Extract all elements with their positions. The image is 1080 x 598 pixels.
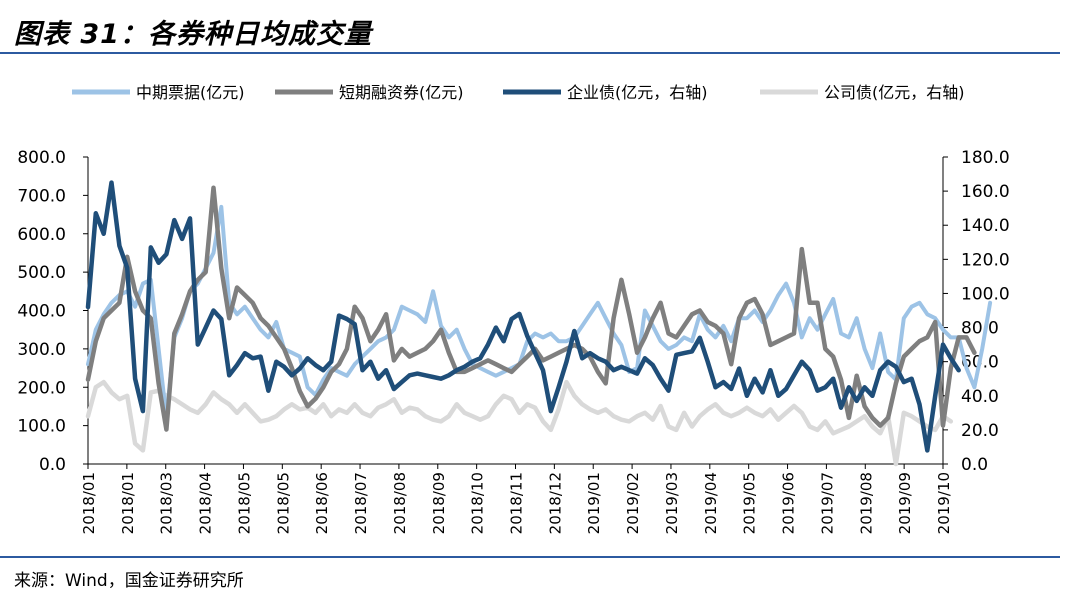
series-lines [85, 180, 993, 467]
left-tick-label: 600.0 [17, 225, 66, 245]
x-tick-label: 2018/10 [469, 472, 487, 534]
x-tick-label: 2019/09 [896, 472, 914, 534]
right-tick-label: 140.0 [961, 216, 1010, 236]
x-tick-label: 2018/04 [197, 472, 215, 534]
source-divider [0, 556, 1060, 558]
x-tick-label: 2018/07 [352, 472, 370, 534]
left-tick-label: 300.0 [17, 340, 66, 360]
right-tick-label: 40.0 [961, 387, 999, 407]
x-tick-label: 2018/05 [235, 472, 253, 534]
x-tick-label: 2018/06 [313, 472, 331, 534]
left-tick-label: 200.0 [17, 378, 66, 398]
left-tick-label: 500.0 [17, 263, 66, 283]
right-tick-label: 120.0 [961, 250, 1010, 270]
legend: 中期票据(亿元) 短期融资券(亿元) 企业债(亿元，右轴) 公司债(亿元，右轴) [72, 83, 965, 102]
page-title: 图表 31：各券种日均成交量 [14, 19, 372, 50]
x-tick-label: 2018/05 [274, 472, 292, 534]
legend-label-1: 短期融资券(亿元) [339, 83, 464, 102]
right-tick-label: 0.0 [961, 455, 988, 475]
right-tick-label: 80.0 [961, 319, 999, 339]
left-tick-label: 400.0 [17, 302, 66, 322]
legend-label-2: 企业债(亿元，右轴) [567, 83, 708, 102]
series-line-0 [86, 204, 993, 420]
x-tick-label: 2019/01 [585, 472, 603, 534]
x-tick-label: 2018/03 [158, 472, 176, 534]
axes: 0.0 100.0 200.0 300.0 400.0 500.0 600.0 700.0 80… [17, 148, 1009, 534]
right-tick-label: 100.0 [961, 284, 1010, 304]
right-tick-label: 160.0 [961, 182, 1010, 202]
left-tick-label: 100.0 [17, 417, 66, 437]
x-tick-label: 2019/06 [780, 472, 798, 534]
x-tick-label: 2019/02 [624, 472, 642, 534]
line-chart: 中期票据(亿元) 短期融资券(亿元) 企业债(亿元，右轴) 公司债(亿元，右轴) 0.… [17, 83, 1009, 534]
legend-label-0: 中期票据(亿元) [136, 83, 245, 102]
x-tick-label: 2018/01 [80, 472, 98, 534]
left-tick-label: 800.0 [17, 148, 66, 168]
series-line-3 [85, 379, 954, 467]
x-tick-label: 2019/05 [741, 472, 759, 534]
right-tick-label: 20.0 [961, 421, 999, 441]
x-tick-label: 2019/04 [702, 472, 720, 534]
x-tick-label: 2019/07 [818, 472, 836, 534]
legend-label-3: 公司债(亿元，右轴) [824, 83, 965, 102]
x-tick-label: 2018/12 [546, 472, 564, 534]
left-tick-label: 700.0 [17, 186, 66, 206]
right-tick-label: 180.0 [961, 148, 1010, 168]
title-divider [0, 52, 1060, 54]
x-tick-label: 2018/11 [508, 472, 526, 534]
x-tick-label: 2019/10 [935, 472, 953, 534]
x-tick-label: 2018/08 [391, 472, 409, 534]
series-line-1 [85, 185, 977, 432]
left-tick-label: 0.0 [39, 455, 66, 475]
series-line-2 [85, 180, 961, 453]
x-tick-label: 2019/08 [857, 472, 875, 534]
x-tick-label: 2018/09 [430, 472, 448, 534]
x-tick-label: 2018/01 [119, 472, 137, 534]
x-tick-label: 2019/03 [663, 472, 681, 534]
source-note: 来源：Wind，国金证券研究所 [14, 571, 244, 591]
